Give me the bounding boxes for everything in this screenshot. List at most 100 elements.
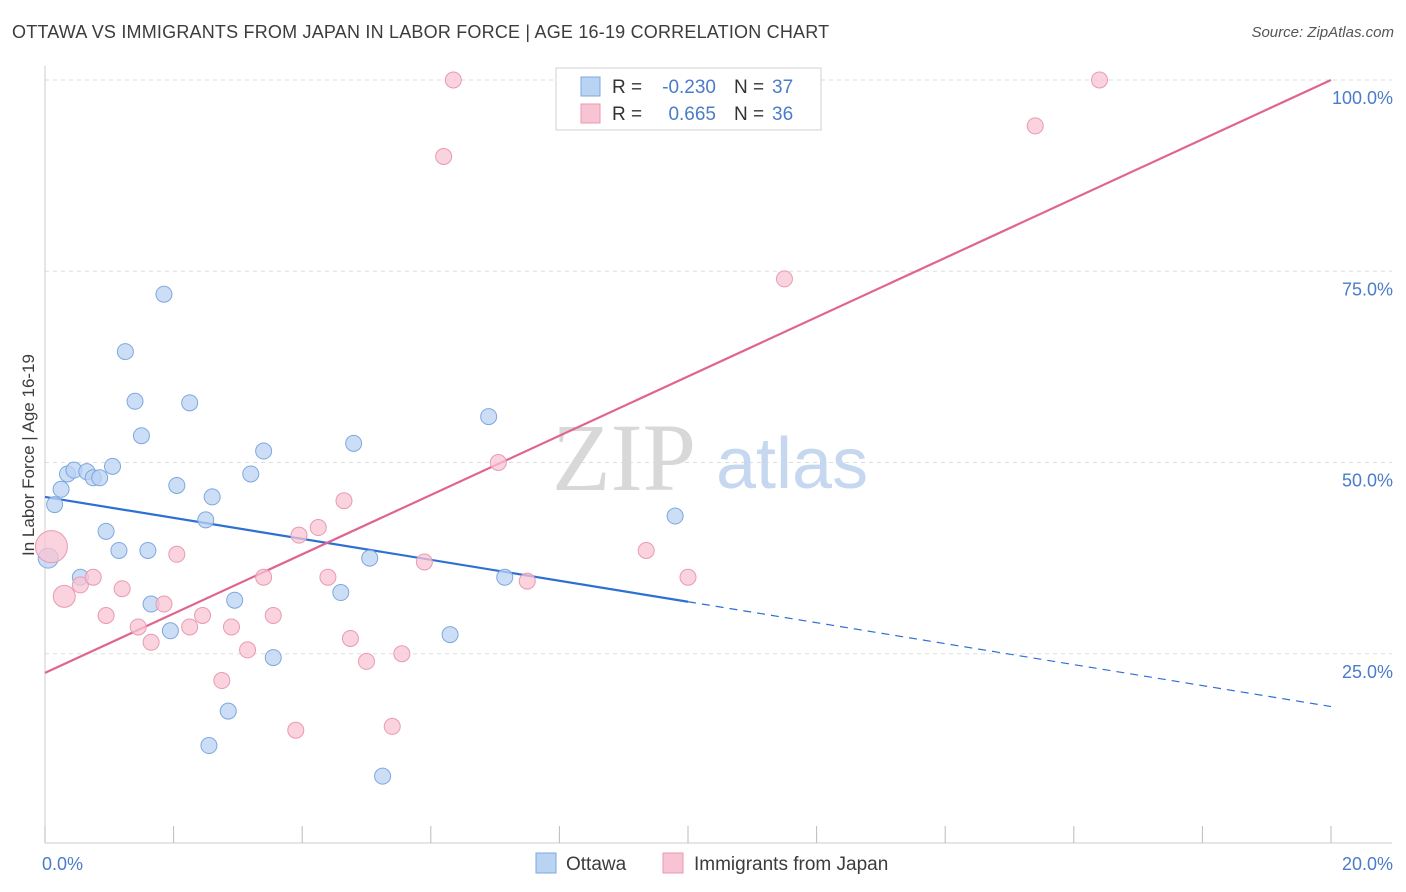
point-pink-2: [71, 576, 89, 594]
point-pink-7: [142, 633, 160, 651]
point-pink-14: [239, 641, 257, 659]
point-blue-24: [226, 591, 244, 609]
point-blue-23: [219, 702, 237, 720]
point-blue-21: [197, 511, 215, 529]
point-pink-12: [213, 672, 231, 690]
axes: [44, 66, 1392, 844]
point-blue-30: [345, 434, 363, 452]
point-pink-15: [255, 568, 273, 586]
point-blue-28: [264, 649, 282, 667]
series-legend: Ottawa Immigrants from Japan: [535, 852, 888, 875]
point-pink-28: [444, 71, 462, 89]
point-blue-12: [116, 343, 134, 361]
point-pink-17: [287, 721, 305, 739]
x-tick-label-1: 20.0%: [1342, 854, 1393, 874]
point-pink-6: [129, 618, 147, 636]
point-pink-18: [290, 526, 308, 544]
point-pink-33: [775, 270, 793, 288]
point-pink-11: [194, 607, 212, 624]
x-tick-label-0: 0.0%: [42, 854, 83, 874]
point-blue-29: [332, 584, 350, 602]
point-blue-22: [203, 488, 221, 506]
watermark-zip: ZIP: [552, 404, 696, 511]
point-blue-31: [361, 549, 379, 567]
trend-lines: [44, 79, 1332, 708]
bottom-legend-swatch-ottawa: [535, 852, 557, 874]
point-pink-35: [1091, 71, 1109, 89]
point-blue-14: [132, 427, 150, 445]
point-blue-27: [255, 442, 273, 460]
correlation-legend: R = -0.230 N = 37 R = 0.665 N = 36: [555, 67, 822, 131]
point-blue-32: [374, 767, 392, 785]
legend-r-value-2: 0.665: [668, 104, 716, 125]
point-blue-20: [181, 394, 199, 412]
point-pink-22: [341, 629, 359, 647]
bottom-legend-swatch-japan: [662, 852, 684, 874]
chart-title: OTTAWA VS IMMIGRANTS FROM JAPAN IN LABOR…: [12, 22, 830, 42]
point-pink-13: [222, 618, 240, 636]
legend-n-label-1: N =: [734, 77, 764, 98]
point-blue-2: [52, 480, 70, 498]
point-blue-18: [161, 622, 179, 640]
source-label: Source: ZipAtlas.com: [1251, 24, 1394, 41]
point-pink-9: [168, 545, 186, 563]
point-pink-21: [335, 492, 353, 510]
point-pink-4: [97, 607, 115, 624]
point-pink-19: [309, 519, 327, 537]
trend-line-0: [44, 495, 689, 603]
point-pink-30: [518, 572, 536, 590]
legend-swatch-blue: [580, 76, 601, 97]
point-pink-23: [358, 652, 375, 670]
point-blue-34: [480, 408, 498, 426]
point-blue-25: [200, 737, 218, 755]
y-tick-label-25: 25.0%: [1342, 662, 1393, 682]
point-blue-11: [110, 541, 128, 559]
point-blue-1: [46, 496, 64, 514]
point-pink-29: [489, 454, 507, 471]
point-blue-26: [242, 465, 260, 483]
data-points: [34, 71, 1109, 785]
y-tick-label-100: 100.0%: [1332, 88, 1393, 108]
point-pink-24: [383, 717, 401, 735]
bottom-legend-japan: Immigrants from Japan: [694, 854, 888, 875]
y-axis-title: In Labor Force | Age 16-19: [19, 354, 38, 556]
gridlines: [45, 79, 1392, 655]
point-pink-5: [113, 580, 131, 598]
legend-r-label-1: R =: [612, 77, 642, 98]
point-blue-15: [139, 541, 157, 559]
legend-swatch-pink: [580, 103, 601, 124]
point-pink-27: [435, 148, 453, 165]
point-pink-31: [637, 541, 655, 559]
legend-r-value-1: -0.230: [662, 77, 716, 98]
point-pink-3: [84, 568, 102, 586]
legend-n-label-2: N =: [734, 104, 764, 125]
legend-r-label-2: R =: [612, 104, 642, 125]
y-tick-label-50: 50.0%: [1342, 471, 1393, 491]
point-blue-9: [97, 522, 115, 540]
point-blue-33: [441, 626, 459, 644]
point-pink-20: [319, 568, 337, 586]
point-pink-0: [34, 530, 68, 564]
y-tick-label-75: 75.0%: [1342, 279, 1393, 299]
legend-n-value-2: 36: [772, 104, 793, 125]
tick-labels: 25.0% 50.0% 75.0% 100.0% 0.0% 20.0%: [42, 88, 1393, 874]
legend-n-value-1: 37: [772, 77, 793, 98]
point-pink-10: [181, 618, 199, 636]
point-pink-16: [264, 607, 282, 624]
point-blue-10: [104, 457, 122, 475]
point-blue-35: [496, 568, 514, 586]
point-blue-13: [126, 392, 144, 410]
point-pink-26: [415, 553, 433, 571]
watermark: ZIP atlas: [552, 404, 868, 511]
point-blue-8: [91, 469, 109, 487]
point-pink-34: [1026, 117, 1044, 135]
bottom-legend-ottawa: Ottawa: [566, 854, 627, 875]
point-pink-8: [155, 595, 173, 613]
point-blue-17: [155, 285, 173, 303]
watermark-atlas: atlas: [716, 424, 868, 504]
point-pink-32: [679, 568, 697, 586]
point-blue-36: [666, 507, 684, 525]
point-pink-25: [393, 645, 411, 663]
point-blue-19: [168, 476, 186, 494]
